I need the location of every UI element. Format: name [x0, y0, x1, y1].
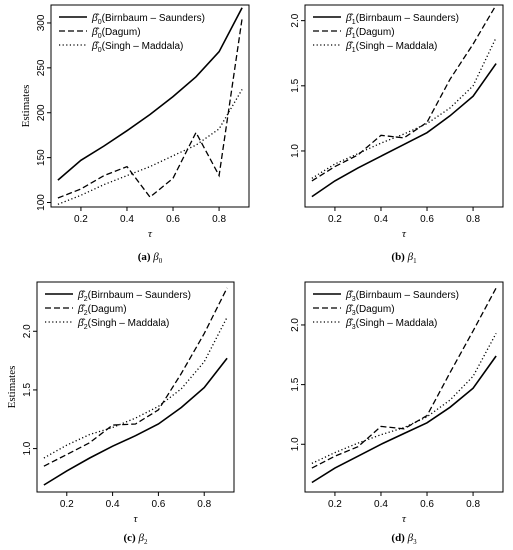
y-tick-label: 1.0 — [22, 441, 33, 455]
chart-panel-4: 0.2 0.4 0.6 0.8 1.0 1.5 2.0 τ β̂3(Birnbaum – Sau… — [290, 281, 504, 546]
series-line-solid — [311, 355, 497, 484]
x-tick-label: 0.8 — [212, 214, 226, 225]
plot-frame — [304, 281, 504, 493]
legend-entry: β̂2(Singh – Maddala) — [77, 317, 169, 331]
x-tick-label: 0.4 — [374, 499, 388, 510]
y-tick-label: 2.0 — [290, 318, 301, 332]
series-line-dashed — [311, 287, 497, 469]
x-axis-label: τ — [148, 228, 153, 240]
chart-panel-2: 0.2 0.4 0.6 0.8 1.0 1.5 2.0 τ β̂1(Birnbaum – Sau… — [290, 4, 504, 265]
y-tick-label: 1.0 — [290, 437, 301, 451]
panel-caption: (d) β3 — [391, 532, 417, 546]
x-tick-label: 0.8 — [197, 499, 211, 510]
series-line-solid — [57, 7, 243, 181]
y-tick-label: 300 — [36, 14, 47, 31]
legend-entry: β̂3(Birnbaum – Saunders) — [345, 289, 459, 303]
y-tick-label: 150 — [36, 149, 47, 166]
series-line-dotted — [43, 316, 228, 459]
legend-entry: β̂0(Dagum) — [91, 26, 141, 40]
x-axis-label: τ — [134, 513, 139, 525]
chart-panel-1: 0.2 0.4 0.6 0.8 100 150 200 250 300 τ Estimates β̂0… — [20, 4, 250, 265]
y-tick-label: 2.0 — [290, 13, 301, 27]
y-tick-label: 1.5 — [22, 383, 33, 397]
x-tick-label: 0.2 — [328, 214, 342, 225]
y-tick-label: 2.0 — [22, 324, 33, 338]
series-line-dashed — [43, 287, 228, 467]
y-tick-label: 1.5 — [290, 377, 301, 391]
x-tick-label: 0.4 — [374, 214, 388, 225]
plot-frame — [36, 281, 235, 493]
panel-caption: (b) β1 — [391, 251, 417, 265]
chart-panel-3: 0.2 0.4 0.6 0.8 1.0 1.5 2.0 τ Estimates β̂2(Birnb… — [6, 281, 235, 546]
x-tick-label: 0.6 — [420, 499, 434, 510]
series-line-dashed — [311, 4, 497, 182]
y-tick-label: 1.0 — [290, 144, 301, 158]
y-tick-label: 1.5 — [290, 78, 301, 92]
plot-frame — [50, 4, 250, 208]
series-line-dotted — [311, 332, 497, 464]
panel-caption: (a) β0 — [138, 251, 163, 265]
y-axis-label: Estimates — [20, 85, 32, 128]
x-tick-label: 0.4 — [120, 214, 134, 225]
legend-entry: β̂1(Singh – Maddala) — [345, 40, 437, 54]
y-axis-label: Estimates — [6, 366, 18, 409]
x-axis-label: τ — [402, 513, 407, 525]
legend-entry: β̂3(Dagum) — [345, 303, 395, 317]
legend-entry: β̂0(Birnbaum – Saunders) — [91, 12, 205, 26]
x-tick-label: 0.8 — [466, 499, 480, 510]
legend-entry: β̂2(Dagum) — [77, 303, 127, 317]
legend-entry: β̂3(Singh – Maddala) — [345, 317, 437, 331]
legend-entry: β̂2(Birnbaum – Saunders) — [77, 289, 191, 303]
x-tick-label: 0.2 — [60, 499, 74, 510]
x-tick-label: 0.6 — [420, 214, 434, 225]
y-tick-label: 200 — [36, 104, 47, 121]
panel-caption: (c) β2 — [124, 532, 148, 546]
series-line-dotted — [57, 89, 243, 205]
x-tick-label: 0.6 — [151, 499, 165, 510]
legend-entry: β̂1(Birnbaum – Saunders) — [345, 12, 459, 26]
legend-entry: β̂1(Dagum) — [345, 26, 395, 40]
series-line-solid — [311, 63, 497, 198]
y-tick-label: 250 — [36, 59, 47, 76]
x-tick-label: 0.2 — [74, 214, 88, 225]
legend-entry: β̂0(Singh – Maddala) — [91, 40, 183, 54]
series-line-dotted — [311, 37, 497, 179]
x-tick-label: 0.8 — [466, 214, 480, 225]
series-line-solid — [43, 357, 228, 486]
y-tick-label: 100 — [36, 194, 47, 211]
x-tick-label: 0.6 — [166, 214, 180, 225]
x-axis-label: τ — [402, 228, 407, 240]
series-line-dashed — [57, 18, 243, 199]
x-tick-label: 0.4 — [106, 499, 120, 510]
plot-frame — [304, 4, 504, 208]
x-tick-label: 0.2 — [328, 499, 342, 510]
